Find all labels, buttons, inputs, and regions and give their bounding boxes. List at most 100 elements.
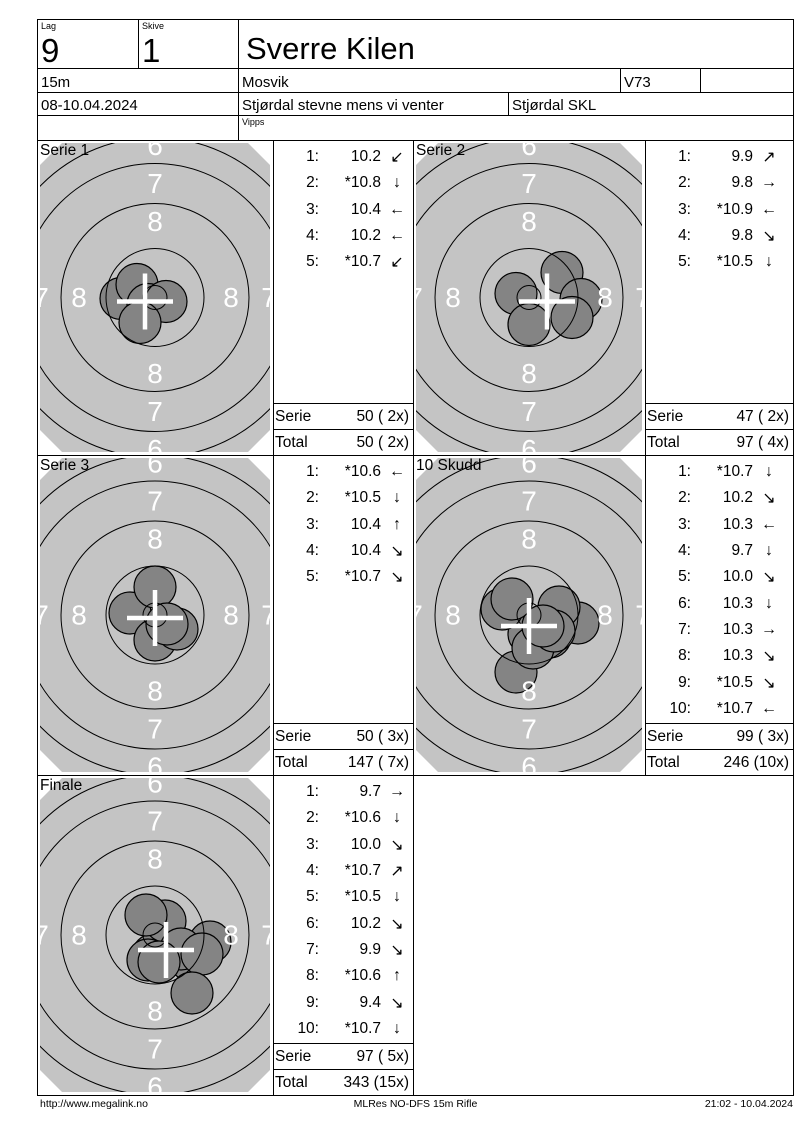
ring-number-label: 8 [71, 600, 87, 631]
shot-row: 8: *10.6 ↑ [273, 963, 413, 989]
ring-number-label: 8 [147, 844, 163, 875]
deviation-arrow-icon: ← [761, 515, 777, 533]
shot-row: 6: 10.2 ↘ [273, 911, 413, 937]
shot-row: 10: *10.7 ← [645, 696, 793, 722]
ring-number-label: 7 [37, 282, 49, 313]
shot-number: 4: [678, 227, 691, 245]
deviation-arrow-icon: ↓ [765, 463, 773, 481]
deviation-arrow-icon: ↓ [393, 888, 401, 906]
shot-value: *10.8 [344, 174, 381, 192]
header-row2-line [37, 92, 794, 93]
shot-number: 2: [678, 489, 691, 507]
panel-title: Serie 1 [40, 142, 90, 159]
target-ring [479, 565, 579, 665]
shot-row: 8: 10.3 ↘ [645, 643, 793, 669]
ring-number-label: 6 [147, 434, 163, 455]
shot-hole [170, 971, 214, 1015]
shot-value: 10.4 [350, 200, 381, 218]
shot-row: 5: *10.7 ↙ [273, 249, 413, 275]
shot-value: 10.2 [350, 914, 381, 932]
deviation-arrow-icon: ↓ [393, 1019, 401, 1037]
shot-number: 7: [678, 620, 691, 638]
target-diagram: 888877776666 [40, 455, 270, 772]
shot-value: *10.5 [716, 253, 753, 271]
shot-value: 9.7 [359, 783, 381, 801]
panel-title: Serie 3 [40, 457, 90, 474]
ring-number-label: 8 [147, 676, 163, 707]
shot-value: 9.7 [731, 542, 753, 560]
shot-row: 1: 10.2 ↙ [273, 144, 413, 170]
ring-number-label: 8 [147, 996, 163, 1027]
target-ring [40, 163, 270, 432]
shot-number: 1: [306, 783, 319, 801]
shot-value: *10.7 [344, 253, 381, 271]
shot-value: 10.3 [722, 620, 753, 638]
ring-number-label: 6 [147, 1072, 163, 1096]
ring-number-label: 7 [147, 714, 163, 745]
deviation-arrow-icon: ↘ [390, 915, 404, 933]
shot-hole [180, 932, 224, 976]
panel-title: Finale [40, 777, 83, 794]
serie-value: 99 ( 3x) [736, 727, 789, 745]
shot-hole [145, 602, 189, 646]
ring-number-label: 7 [261, 920, 273, 951]
deviation-arrow-icon: ↘ [390, 836, 404, 854]
target-ring [105, 565, 205, 665]
ring-number-label: 7 [37, 920, 49, 951]
deviation-arrow-icon: ← [761, 699, 777, 717]
serie-row: Serie 50 ( 2x) [273, 403, 413, 429]
shot-number: 6: [678, 594, 691, 612]
target-col2-divider [413, 140, 414, 1095]
ring-number-label: 7 [261, 282, 273, 313]
shot-row: 1: 9.9 ↗ [645, 144, 793, 170]
class-cell-divider [620, 68, 621, 92]
total-value: 147 ( 7x) [347, 753, 409, 771]
shot-number: 9: [678, 673, 691, 691]
ring-number-label: 6 [147, 455, 163, 479]
deviation-arrow-icon: ↘ [762, 674, 776, 692]
shot-number: 2: [306, 809, 319, 827]
total-value: 97 ( 4x) [736, 433, 789, 451]
shot-row: 5: *10.7 ↘ [273, 564, 413, 590]
total-label: Total [647, 433, 680, 451]
class-cell-divider2 [700, 68, 701, 92]
shot-value: 9.9 [731, 148, 753, 166]
shot-number: 3: [678, 515, 691, 533]
deviation-arrow-icon: ↗ [762, 149, 776, 167]
ring-number-label: 7 [635, 282, 645, 313]
shot-value: 10.2 [350, 227, 381, 245]
shot-row: 2: 9.8 → [645, 170, 793, 196]
ring-number-label: 6 [147, 140, 163, 161]
shot-value: *10.6 [344, 463, 381, 481]
serie-label: Serie [647, 727, 684, 745]
deviation-arrow-icon: ↘ [390, 569, 404, 587]
payment-note: Vipps [242, 117, 265, 127]
deviation-arrow-icon: ↗ [390, 863, 404, 881]
shot-hole [550, 295, 594, 340]
ring-number-label: 8 [597, 600, 613, 631]
ring-number-label: 6 [521, 752, 537, 776]
ring-number-label: 8 [521, 358, 537, 389]
shot-row: 2: 10.2 ↘ [645, 485, 793, 511]
target-ring [434, 520, 624, 710]
serie-row: Serie 99 ( 3x) [645, 723, 793, 749]
shot-value: *10.6 [344, 967, 381, 985]
shot-number: 3: [306, 515, 319, 533]
frame-left-line [37, 19, 38, 1096]
shot-row: 7: 9.9 ↘ [273, 937, 413, 963]
target-ring [60, 520, 250, 710]
shot-number: 5: [306, 253, 319, 271]
shot-number: 1: [678, 148, 691, 166]
header-bottom-line [37, 140, 794, 141]
ring-number-label: 8 [71, 920, 87, 951]
skive-value: 1 [142, 32, 161, 69]
target-ring [105, 248, 205, 347]
shot-number: 1: [306, 148, 319, 166]
serie-value: 97 ( 5x) [356, 1047, 409, 1065]
target-diagram: 888877776666 [37, 778, 273, 1096]
target-ring [60, 203, 250, 392]
deviation-arrow-icon: ↓ [393, 809, 401, 827]
shot-row: 5: *10.5 ↓ [273, 884, 413, 910]
deviation-arrow-icon: ↘ [390, 543, 404, 561]
total-value: 246 (10x) [723, 753, 789, 771]
